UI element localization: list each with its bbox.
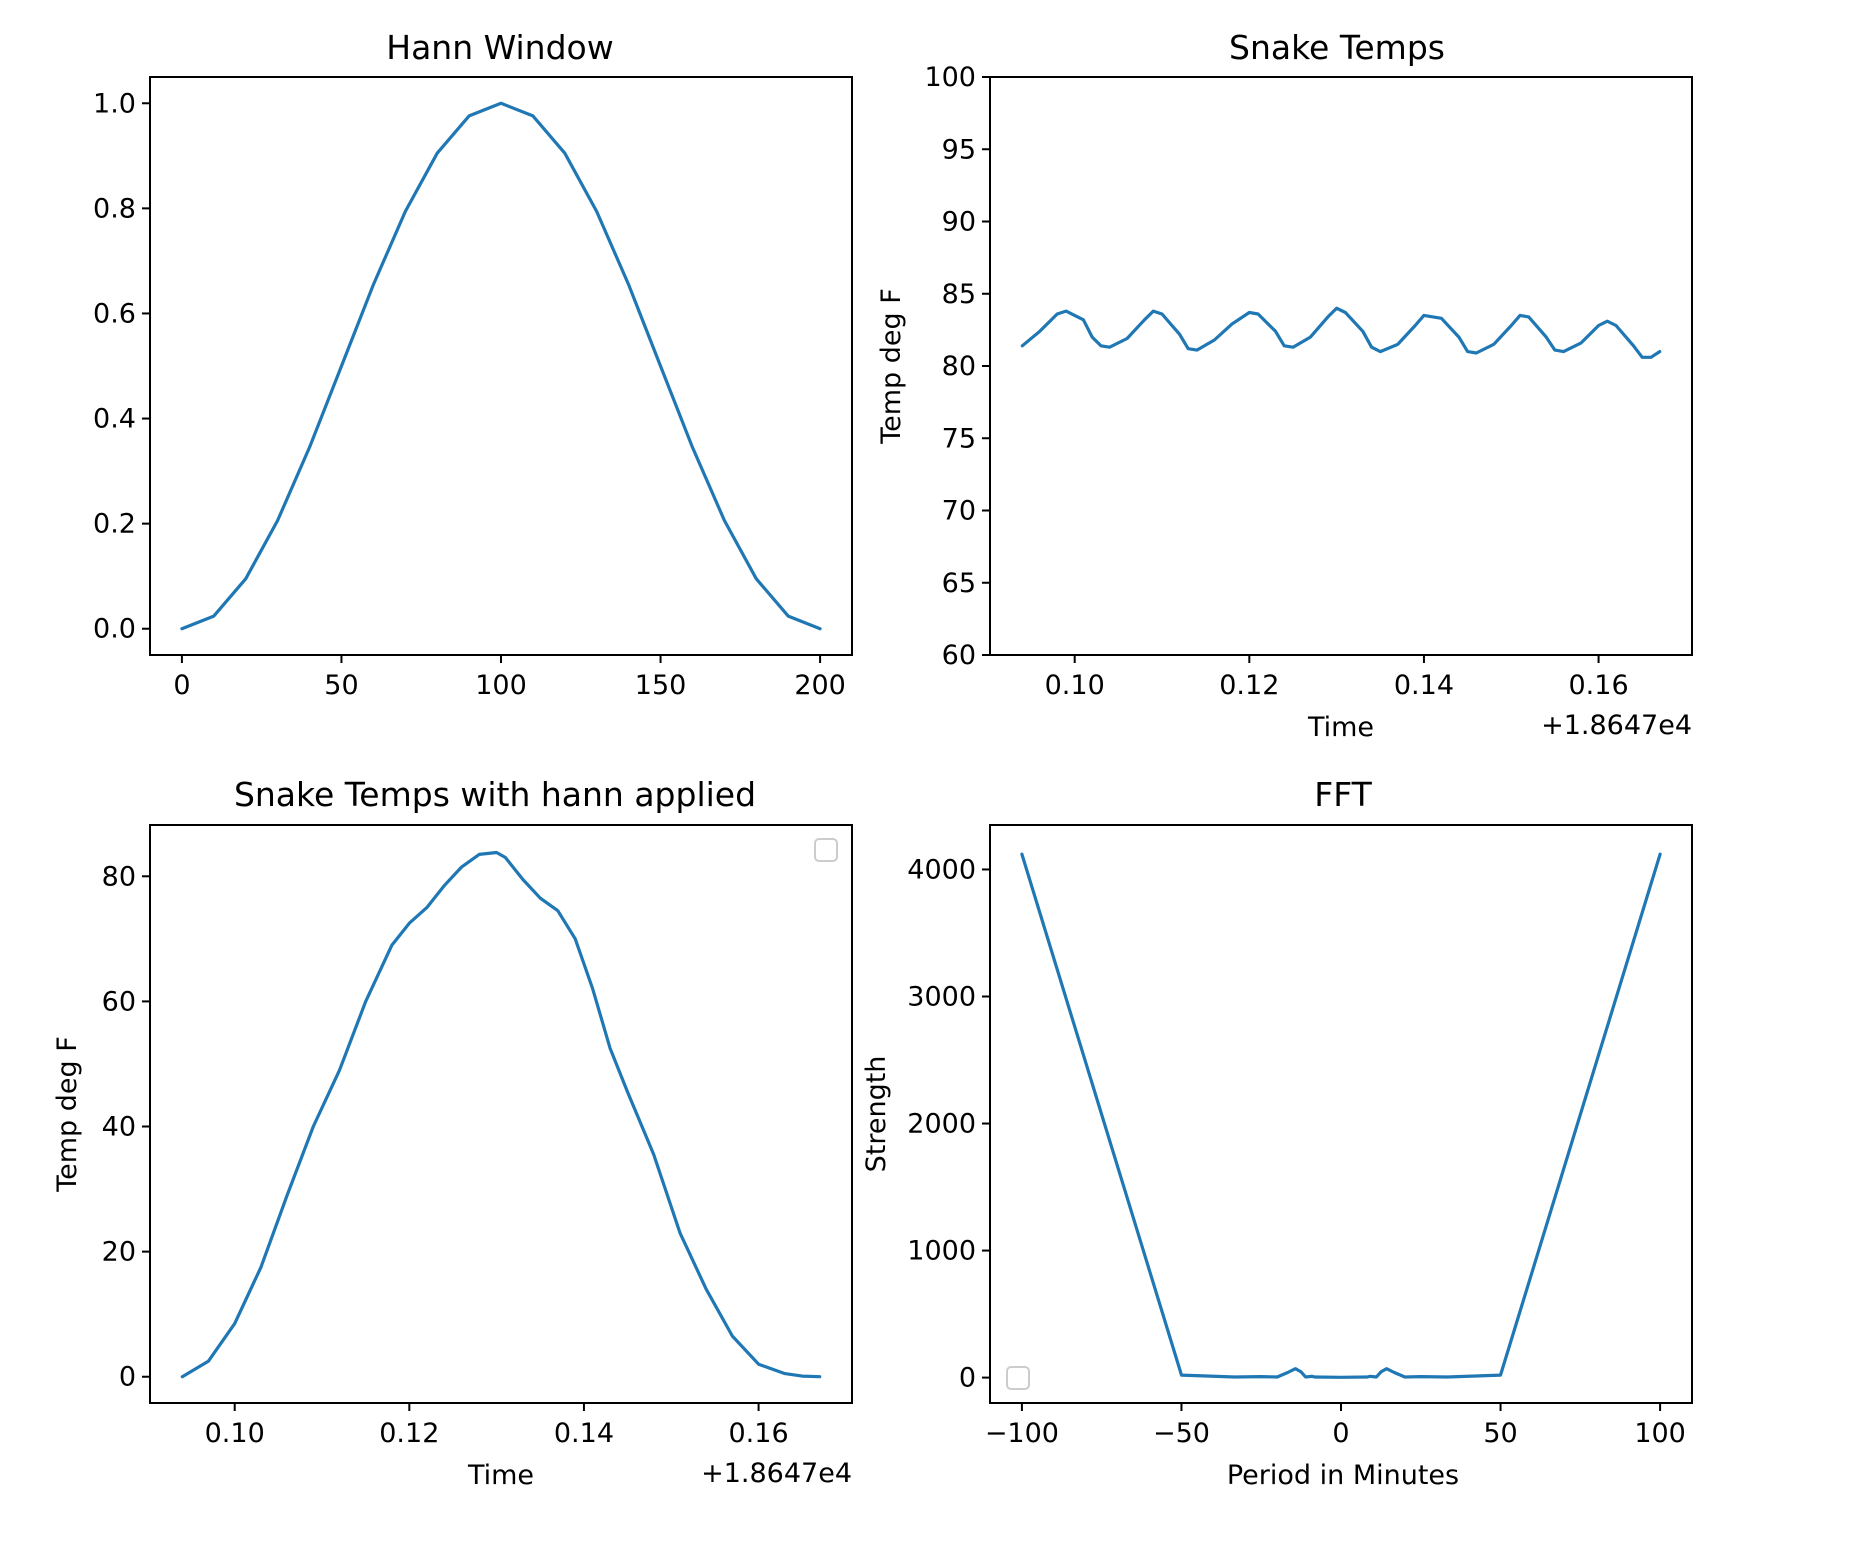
y-tick-label: 0.2: [93, 509, 136, 540]
chart-snake-temps: Snake Temps 0.10 0.12 0.14 0.16 60 65 70 75 80 85…: [876, 28, 1693, 743]
y-axis-label: Temp deg F: [876, 288, 907, 445]
chart-snake-temps-hann: Snake Temps with hann applied 0.10 0.12 0.…: [52, 775, 853, 1491]
axes-frame: [989, 824, 1693, 1404]
x-tick-label: 0.10: [1045, 670, 1105, 701]
y-tick-label: 4000: [907, 854, 976, 885]
x-tick-label: 0.12: [1219, 670, 1279, 701]
plot-area: [180, 101, 822, 631]
y-tick-label: 0.4: [93, 404, 136, 435]
x-tick-label: −100: [985, 1418, 1059, 1449]
y-tick-label: 3000: [907, 981, 976, 1012]
y-tick-label: 1000: [907, 1236, 976, 1267]
x-tick-label: −50: [1153, 1418, 1210, 1449]
x-tick-label: 0.10: [205, 1418, 265, 1449]
y-tick-label: 0.6: [93, 298, 136, 329]
x-tick-label: 0.16: [729, 1418, 789, 1449]
y-tick-label: 0.8: [93, 193, 136, 224]
x-offset-text: +1.8647e4: [1541, 710, 1692, 741]
y-tick-label: 100: [924, 62, 976, 93]
plot-area: [180, 850, 822, 1379]
y-tick-label: 0: [959, 1363, 976, 1394]
x-tick-label: 50: [1483, 1418, 1517, 1449]
y-tick-label: 95: [942, 134, 976, 165]
series-line: [180, 101, 822, 631]
x-axis-label: Period in Minutes: [1227, 1460, 1459, 1491]
x-tick-label: 0: [173, 670, 190, 701]
x-tick-label: 0.16: [1569, 670, 1629, 701]
plot-area: [1020, 306, 1662, 359]
x-tick-label: 150: [635, 670, 687, 701]
axes-frame: [989, 76, 1693, 656]
axes-frame: [149, 76, 853, 656]
tick-layer: 0.10 0.12 0.14 0.16 0 20 40 60 80: [102, 861, 789, 1449]
empty-legend: [814, 838, 838, 862]
tick-layer: 0 50 100 150 200 0.0 0.2 0.4 0.6 0.8 1.0: [93, 88, 846, 701]
y-tick-label: 65: [942, 568, 976, 599]
series-line: [1020, 306, 1662, 359]
y-tick-label: 90: [942, 207, 976, 238]
series-line: [1020, 852, 1662, 1379]
x-tick-label: 0.14: [554, 1418, 614, 1449]
chart-hann-window: Hann Window 0 50 100 150 200 0.0 0.2 0.4 0.6 0.8 1…: [93, 28, 853, 701]
chart-title: FFT: [1314, 775, 1372, 814]
y-tick-label: 80: [942, 351, 976, 382]
y-axis-label: Strength: [861, 1056, 892, 1173]
x-axis-label: Time: [467, 1460, 534, 1491]
y-tick-label: 85: [942, 279, 976, 310]
x-tick-label: 0: [1332, 1418, 1349, 1449]
y-tick-label: 70: [942, 496, 976, 527]
plot-area: [1020, 852, 1662, 1379]
y-tick-label: 20: [102, 1237, 136, 1268]
y-tick-label: 60: [102, 986, 136, 1017]
y-tick-label: 40: [102, 1112, 136, 1143]
y-tick-label: 0: [119, 1362, 136, 1393]
x-tick-label: 200: [794, 670, 846, 701]
series-line: [180, 850, 822, 1379]
empty-legend: [1006, 1366, 1030, 1390]
x-tick-label: 0.14: [1394, 670, 1454, 701]
y-tick-label: 0.0: [93, 614, 136, 645]
axes-frame: [149, 824, 853, 1404]
x-offset-text: +1.8647e4: [701, 1458, 852, 1489]
x-tick-label: 50: [324, 670, 358, 701]
y-tick-label: 2000: [907, 1109, 976, 1140]
x-tick-label: 100: [475, 670, 527, 701]
y-tick-label: 1.0: [93, 88, 136, 119]
x-tick-label: 0.12: [379, 1418, 439, 1449]
y-tick-label: 60: [942, 640, 976, 671]
y-tick-label: 75: [942, 423, 976, 454]
x-tick-label: 100: [1634, 1418, 1686, 1449]
y-tick-label: 80: [102, 861, 136, 892]
chart-title: Snake Temps with hann applied: [234, 775, 756, 814]
chart-title: Hann Window: [386, 28, 613, 67]
tick-layer: 0.10 0.12 0.14 0.16 60 65 70 75 80 85 90 95 100: [924, 62, 1628, 701]
x-axis-label: Time: [1307, 712, 1374, 743]
y-axis-label: Temp deg F: [52, 1036, 83, 1193]
chart-title: Snake Temps: [1229, 28, 1445, 67]
